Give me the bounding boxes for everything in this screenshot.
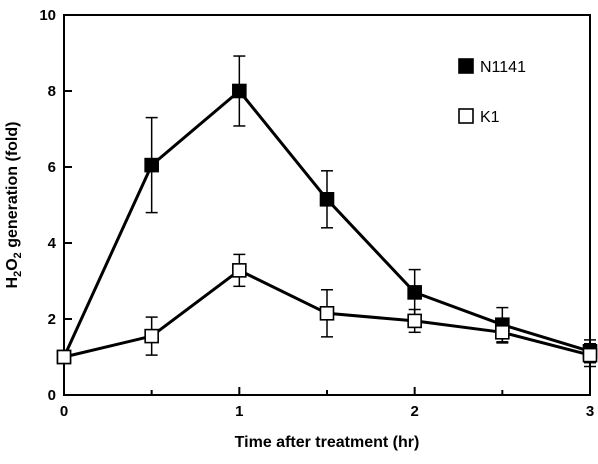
y-tick-label: 4 (48, 235, 57, 252)
data-point (407, 285, 422, 300)
y-axis-title-prefix: H (4, 277, 21, 289)
y-axis-title-suffix: generation (fold) (4, 122, 21, 253)
y-tick-label: 10 (39, 7, 56, 24)
data-point (232, 83, 247, 99)
data-point (232, 263, 247, 278)
y-axis-title-mid: O (4, 258, 21, 270)
y-axis-title-sub1: 2 (12, 271, 24, 277)
y-axis-title: H2O2 generation (fold) (4, 122, 24, 289)
y-tick-label: 8 (48, 83, 56, 100)
x-axis-title: Time after treatment (hr) (235, 434, 420, 451)
y-tick-label: 0 (48, 387, 56, 404)
series-k1 (56, 253, 598, 368)
legend: N1141 K1 (458, 58, 526, 126)
x-tick-label: 3 (586, 403, 594, 420)
legend-label: N1141 (480, 59, 526, 76)
data-point (407, 313, 422, 329)
data-point (495, 324, 510, 340)
data-point (144, 157, 159, 173)
legend-marker (458, 108, 474, 124)
data-point (319, 192, 335, 207)
data-point (582, 347, 598, 363)
series-layer (56, 55, 598, 368)
legend-marker (458, 58, 474, 74)
axes: 0 2 4 6 8 10 0 1 2 3 (39, 7, 594, 420)
y-axis-title-sub2: 2 (12, 252, 24, 258)
legend-label: K1 (480, 109, 500, 126)
data-point (144, 328, 159, 344)
y-tick-label: 2 (48, 311, 56, 328)
data-point (319, 305, 335, 321)
x-tick-label: 2 (410, 403, 418, 420)
x-tick-label: 0 (60, 403, 68, 420)
data-point (56, 349, 72, 365)
y-tick-label: 6 (48, 159, 56, 176)
x-tick-label: 1 (235, 403, 243, 420)
